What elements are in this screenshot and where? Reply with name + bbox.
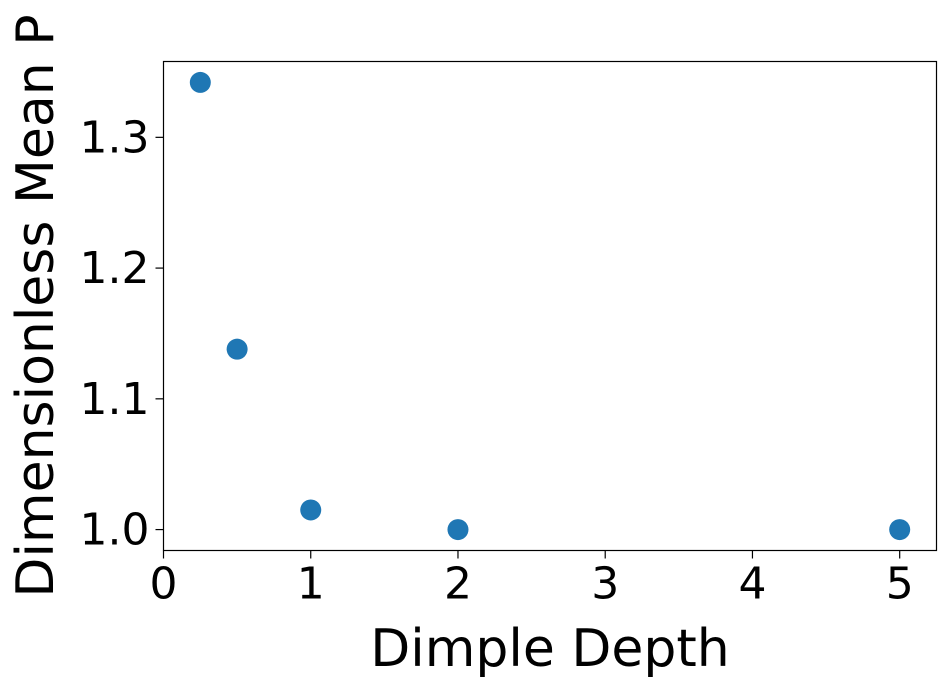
x-tick-label: 2 <box>444 559 472 610</box>
x-axis-ticks: 0 1 2 3 4 5 <box>150 550 914 610</box>
plot-frame <box>162 60 938 552</box>
data-point <box>300 499 322 521</box>
y-axis-label: Dimensionless Mean P <box>6 14 66 597</box>
y-tick-label: 1.0 <box>80 505 150 556</box>
x-axis-label: Dimple Depth <box>370 619 730 679</box>
x-tick-label: 1 <box>297 559 325 610</box>
y-tick-label: 1.1 <box>80 374 150 425</box>
x-tick-label: 5 <box>886 559 914 610</box>
x-tick-label: 3 <box>591 559 619 610</box>
data-point <box>447 519 469 541</box>
data-point <box>189 71 211 93</box>
data-points <box>189 71 911 541</box>
y-axis-ticks: 1.0 1.1 1.2 1.3 <box>80 112 164 556</box>
x-tick-label: 4 <box>738 559 766 610</box>
data-point <box>226 338 248 360</box>
y-tick-label: 1.3 <box>80 112 150 163</box>
x-tick-label: 0 <box>150 559 178 610</box>
y-tick-label: 1.2 <box>80 243 150 294</box>
data-point <box>889 519 911 541</box>
